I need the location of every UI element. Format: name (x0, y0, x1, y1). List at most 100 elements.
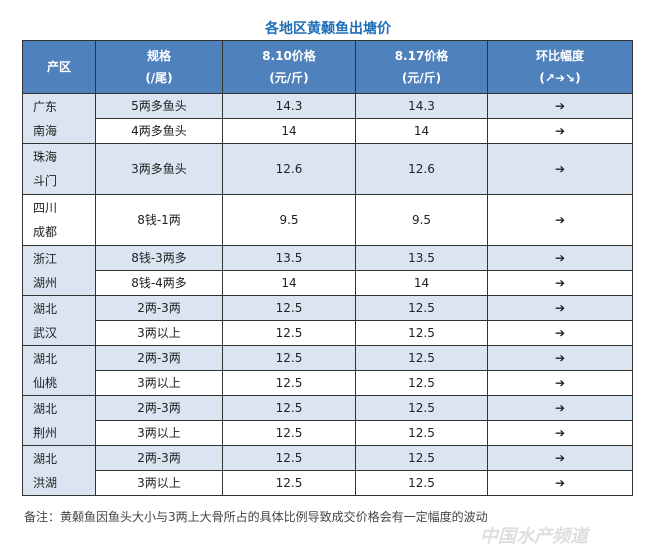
cell: 12.5 (355, 420, 488, 446)
region-line: 湖州 (33, 275, 58, 290)
cell: 12.5 (355, 320, 488, 346)
region-line: 珠海 (33, 150, 58, 164)
header-line: 产区 (46, 60, 71, 74)
table-row: 3两以上 12.5 12.5 ➔ (23, 320, 633, 346)
region-line: 成都 (33, 225, 58, 239)
cell: 12.5 (355, 345, 488, 371)
cell: ➔ (487, 370, 633, 396)
cell: 9.5 (355, 194, 488, 246)
cell: 12.5 (222, 295, 356, 321)
header-cell: 环比幅度 (↗➔↘) (487, 40, 633, 94)
cell: ➔ (487, 345, 633, 371)
cell: 14 (222, 270, 356, 296)
header-row: 产区 规格 (/尾) 8.10价格 (元/斤) 8.17价格 (元/斤) 环比幅度 (↗➔↘) (22, 40, 633, 94)
table-row: 浙江 湖州 8钱-3两多 13.5 13.5 ➔ (22, 245, 633, 296)
table-row: 3两以上 12.5 12.5 ➔ (23, 370, 633, 396)
cell: 12.6 (222, 143, 356, 195)
cell: 12.5 (355, 470, 488, 496)
table-row: 3两以上 12.5 12.5 ➔ (23, 420, 633, 446)
cell: 2两-3两 (95, 345, 223, 371)
cell: ➔ (487, 470, 633, 496)
table-row: 广东 南海 5两多鱼头 14.3 14.3 ➔ (22, 93, 633, 144)
header-line: 8.17价格 (394, 49, 449, 63)
cell: 2两-3两 (95, 295, 223, 321)
cell: 12.5 (222, 395, 356, 421)
cell: 2两-3两 (95, 445, 223, 471)
table-row: 3两以上 12.5 12.5 ➔ (23, 470, 633, 496)
cell: ➔ (487, 420, 633, 446)
cell: ➔ (487, 270, 633, 296)
region-line: 湖北 (33, 301, 58, 316)
cell: 4两多鱼头 (95, 118, 223, 144)
region-line: 湖北 (33, 401, 58, 416)
cell: 12.5 (355, 445, 488, 471)
cell: 9.5 (222, 194, 356, 246)
region-line: 湖北 (33, 451, 58, 466)
cell: ➔ (487, 245, 633, 271)
region-cell: 湖北 武汉 (22, 295, 96, 346)
note: 备注：黄颡鱼因鱼头大小与3两上大骨所占的具体比例导致成交价格会有一定幅度的波动 (24, 510, 488, 524)
cell: 3两多鱼头 (95, 143, 223, 195)
region-line: 仙桃 (33, 375, 58, 390)
cell: 14.3 (355, 93, 488, 119)
cell: ➔ (487, 320, 633, 346)
header-line: 环比幅度 (535, 49, 584, 63)
cell: ➔ (487, 93, 633, 119)
header-line: (/尾) (145, 71, 173, 85)
cell: 12.5 (355, 395, 488, 421)
cell: ➔ (487, 395, 633, 421)
price-table: 产区 规格 (/尾) 8.10价格 (元/斤) 8.17价格 (元/斤) 环比幅度 (↗➔↘) … (22, 40, 633, 496)
table-row: 湖北 荆州 2两-3两 12.5 12.5 ➔ (22, 395, 633, 446)
cell: ➔ (487, 445, 633, 471)
region-line: 四川 (33, 201, 58, 215)
cell: 14 (222, 118, 356, 144)
cell: 3两以上 (95, 420, 223, 446)
region-line: 广东 (33, 99, 58, 114)
region-cell: 湖北 洪湖 (22, 445, 96, 496)
table-row: 珠海 斗门 3两多鱼头 12.6 12.6 ➔ (22, 143, 633, 195)
cell: 12.5 (355, 370, 488, 396)
cell: 14 (355, 118, 488, 144)
region-line: 湖北 (33, 351, 58, 366)
cell: 12.5 (222, 320, 356, 346)
header-line: (元/斤) (269, 71, 309, 85)
header-line: (↗➔↘) (539, 71, 581, 85)
cell: ➔ (487, 118, 633, 144)
header-line: 8.10价格 (262, 49, 316, 63)
table-row: 4两多鱼头 14 14 ➔ (23, 118, 633, 144)
table-row: 四川 成都 8钱-1两 9.5 9.5 ➔ (22, 194, 633, 246)
cell: ➔ (487, 143, 633, 195)
table-title: 各地区黄颡鱼出塘价 (265, 21, 391, 37)
region-line: 荆州 (33, 425, 58, 440)
region-line: 浙江 (33, 251, 58, 266)
region-line: 洪湖 (33, 475, 58, 490)
region-cell: 珠海 斗门 (22, 143, 96, 195)
table-row: 湖北 洪湖 2两-3两 12.5 12.5 ➔ (22, 445, 633, 496)
table-row: 8钱-4两多 14 14 ➔ (23, 270, 633, 296)
cell: 8钱-4两多 (95, 270, 223, 296)
cell: 8钱-1两 (95, 194, 223, 246)
cell: 2两-3两 (95, 395, 223, 421)
watermark: 中国水产频道 (480, 526, 588, 547)
cell: ➔ (487, 194, 633, 246)
region-line: 斗门 (33, 174, 58, 188)
header-cell: 产区 (22, 40, 96, 94)
region-cell: 湖北 仙桃 (22, 345, 96, 396)
cell: 12.5 (222, 370, 356, 396)
cell: 12.6 (355, 143, 488, 195)
cell: 12.5 (222, 345, 356, 371)
cell: 13.5 (355, 245, 488, 271)
header-cell: 8.10价格 (元/斤) (222, 40, 356, 94)
cell: 3两以上 (95, 320, 223, 346)
table-row: 湖北 武汉 2两-3两 12.5 12.5 ➔ (22, 295, 633, 346)
region-cell: 广东 南海 (22, 93, 96, 144)
header-cell: 规格 (/尾) (95, 40, 223, 94)
header-line: (元/斤) (401, 71, 442, 85)
cell: 14.3 (222, 93, 356, 119)
region-line: 南海 (33, 123, 58, 138)
cell: 3两以上 (95, 470, 223, 496)
cell: 12.5 (222, 420, 356, 446)
cell: 3两以上 (95, 370, 223, 396)
cell: 5两多鱼头 (95, 93, 223, 119)
